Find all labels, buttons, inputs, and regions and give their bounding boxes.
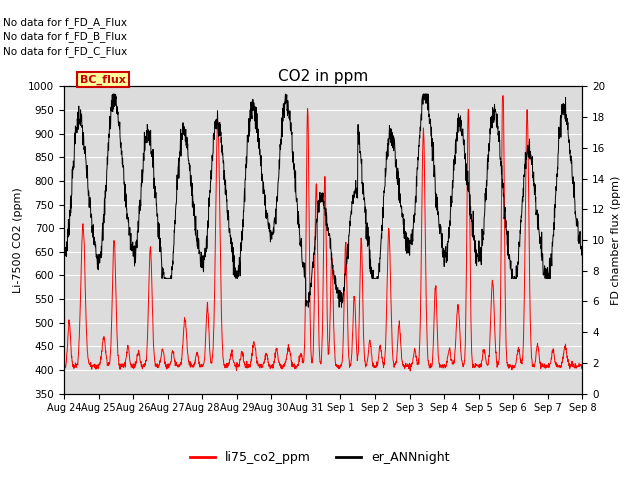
Text: BC_flux: BC_flux — [80, 74, 126, 84]
Text: No data for f_FD_A_Flux: No data for f_FD_A_Flux — [3, 17, 127, 28]
Text: No data for f_FD_C_Flux: No data for f_FD_C_Flux — [3, 46, 127, 57]
Y-axis label: Li-7500 CO2 (ppm): Li-7500 CO2 (ppm) — [13, 187, 22, 293]
Text: No data for f_FD_B_Flux: No data for f_FD_B_Flux — [3, 31, 127, 42]
Y-axis label: FD chamber flux (ppm): FD chamber flux (ppm) — [611, 175, 621, 305]
Title: CO2 in ppm: CO2 in ppm — [278, 69, 369, 84]
Legend: li75_co2_ppm, er_ANNnight: li75_co2_ppm, er_ANNnight — [186, 446, 454, 469]
